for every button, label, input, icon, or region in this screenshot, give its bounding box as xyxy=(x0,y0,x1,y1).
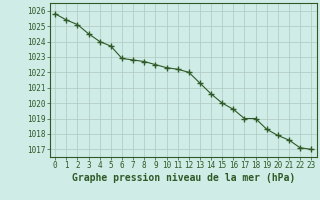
X-axis label: Graphe pression niveau de la mer (hPa): Graphe pression niveau de la mer (hPa) xyxy=(72,173,295,183)
